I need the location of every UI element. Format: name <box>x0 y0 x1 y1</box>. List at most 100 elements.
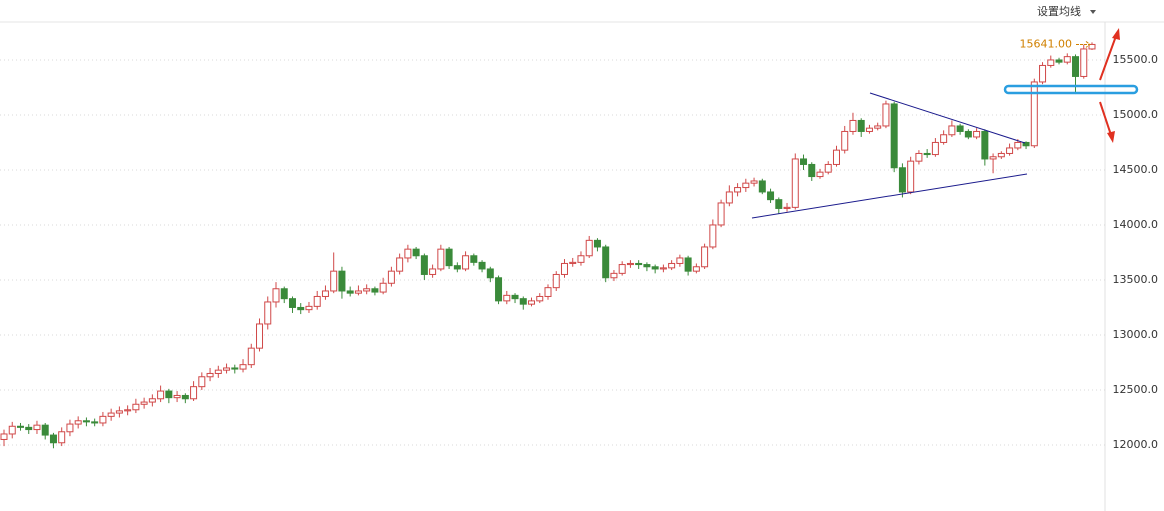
y-tick-label: 13000.0 <box>1113 328 1159 341</box>
candle-body <box>288 298 296 308</box>
candle-body <box>643 264 651 268</box>
ma-button-label[interactable]: 设置均线 <box>1037 4 1081 18</box>
candle-body <box>503 294 511 302</box>
support-highlight <box>1003 84 1139 95</box>
candle-body <box>544 287 552 297</box>
candle-body <box>1055 59 1063 63</box>
candle-body <box>1022 141 1030 147</box>
candle-body <box>74 420 82 425</box>
candle-body <box>305 305 313 311</box>
candle-body <box>767 191 775 201</box>
candle-body <box>841 130 849 151</box>
arrow-down <box>1099 101 1112 136</box>
candle-body <box>495 277 503 302</box>
candle-body <box>107 412 115 417</box>
candle-body <box>676 257 684 264</box>
candle-body <box>313 295 321 307</box>
trendline-lower <box>751 173 1028 219</box>
candle-body <box>462 255 470 270</box>
candle-body <box>165 390 173 399</box>
candle-body <box>997 152 1005 158</box>
candle-body <box>99 415 107 424</box>
candle-body <box>429 268 437 275</box>
candle-body <box>659 267 667 270</box>
last-price-label: 15641.00 <box>1020 37 1073 50</box>
candle-body <box>528 300 536 305</box>
candle-body <box>668 262 676 269</box>
candle-body <box>445 248 453 267</box>
candle-body <box>148 398 156 403</box>
candle-body <box>931 141 939 156</box>
candle-body <box>956 125 964 132</box>
candle-body <box>511 294 519 300</box>
candle-body <box>33 424 41 431</box>
candle-body <box>1080 48 1088 77</box>
dropdown-icon[interactable] <box>1090 10 1096 14</box>
candle-body <box>560 262 568 275</box>
candle-body <box>635 262 643 266</box>
candle-body <box>82 420 90 423</box>
drawings <box>751 28 1139 219</box>
candle-body <box>890 103 898 169</box>
candle-body <box>915 152 923 162</box>
candle-body <box>321 290 329 297</box>
candle-body <box>387 270 395 284</box>
candle-body <box>775 199 783 209</box>
candle-body <box>379 282 387 293</box>
plot: 12000.0 12500.0 13000.0 13500.0 14000.0 14500… <box>0 37 1158 451</box>
candle-body <box>247 347 255 366</box>
candle-body <box>190 386 198 400</box>
candle-body <box>519 298 527 305</box>
arrow-up <box>1099 35 1117 81</box>
candle-body <box>486 268 494 279</box>
candle-body <box>1014 141 1022 149</box>
candle-body <box>231 367 239 370</box>
candle-body <box>132 403 140 411</box>
candle-body <box>404 248 412 259</box>
y-tick-label: 14500.0 <box>1113 163 1159 176</box>
candle-body <box>25 426 33 431</box>
candle-body <box>223 367 231 371</box>
candle-body <box>569 261 577 264</box>
candle-body <box>420 255 428 275</box>
candle-body <box>330 270 338 292</box>
y-tick-label: 15500.0 <box>1113 53 1159 66</box>
candle-body <box>940 134 948 143</box>
candle-body <box>115 410 123 414</box>
y-tick-label: 15000.0 <box>1113 108 1159 121</box>
candle-body <box>552 273 560 289</box>
candle-body <box>758 180 766 193</box>
candle-body <box>214 369 222 374</box>
candle-body <box>140 401 148 405</box>
candle-body <box>1088 43 1096 50</box>
candle-body <box>783 206 791 209</box>
candle-body <box>857 119 865 132</box>
candle-body <box>173 394 181 399</box>
candle-body <box>338 270 346 292</box>
candle-body <box>709 224 717 248</box>
candle-body <box>206 372 214 378</box>
candle-body <box>256 323 264 349</box>
candle-body <box>1006 147 1014 154</box>
candle-body <box>651 266 659 270</box>
candle-body <box>41 424 49 436</box>
candle-body <box>907 160 915 193</box>
ma-button[interactable]: 设置均线 <box>1037 4 1096 18</box>
candle-body <box>1030 81 1038 147</box>
candle-body <box>964 130 972 138</box>
candle-body <box>297 306 305 311</box>
candle-body <box>618 264 626 274</box>
candle-body <box>832 149 840 165</box>
candle-body <box>470 255 478 263</box>
candle-body <box>58 431 66 444</box>
candle-body <box>0 433 8 440</box>
candle-body <box>346 290 354 294</box>
candle-body <box>16 425 24 428</box>
candle-body <box>717 202 725 226</box>
candle-body <box>272 288 280 303</box>
candle-body <box>742 182 750 189</box>
arrow-up-head <box>1112 28 1120 40</box>
candle-body <box>437 248 445 270</box>
